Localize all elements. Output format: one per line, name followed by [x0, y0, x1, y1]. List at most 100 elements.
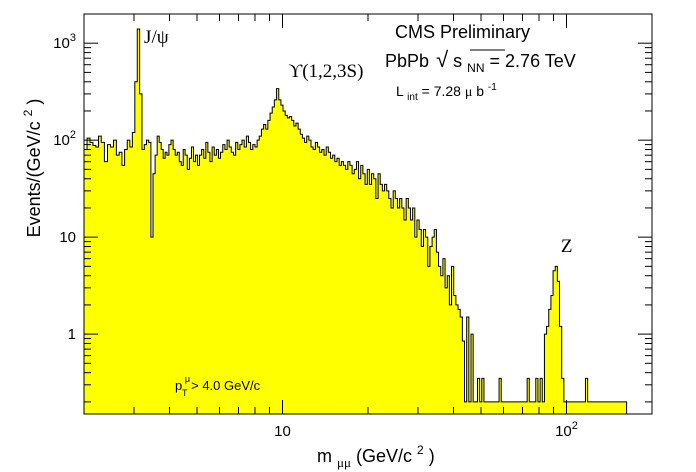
histogram-bin: [341, 161, 344, 414]
y-tick-label: 103: [53, 32, 76, 52]
histogram-bin: [241, 140, 245, 414]
histogram-bin: [514, 401, 517, 414]
histogram-bin: [272, 106, 275, 415]
histogram-bin: [416, 220, 420, 414]
histogram-bin: [343, 165, 347, 414]
histogram-bin: [349, 165, 353, 414]
system-label: PbPb √ s NN = 2.76 TeV: [385, 47, 576, 76]
histogram-bin: [391, 207, 394, 414]
histogram-bin: [265, 129, 269, 415]
histogram-bin: [600, 401, 604, 414]
histogram-bin: [382, 190, 385, 414]
histogram-bin: [334, 161, 338, 414]
histogram-bin: [581, 401, 584, 414]
lumi-b: b: [476, 83, 484, 99]
histogram-bin: [553, 270, 556, 414]
histogram-bin: [529, 401, 532, 414]
y-axis-title: Events/(GeV/c 2 ): [16, 99, 44, 238]
histogram-bin: [410, 220, 414, 414]
histogram-bin: [458, 309, 461, 414]
histogram-bin: [250, 149, 254, 414]
histogram-bin: [598, 401, 601, 414]
histogram-bin: [563, 401, 567, 414]
histogram-bin: [203, 158, 207, 414]
lumi-sub: int: [407, 92, 418, 103]
histogram-bin: [306, 136, 310, 414]
histogram-bin: [425, 237, 429, 414]
histogram-bin: [216, 149, 219, 414]
histogram-bin: [583, 401, 586, 414]
histogram-bin: [378, 173, 381, 414]
histogram-bin: [116, 155, 120, 414]
histogram-bin: [274, 99, 277, 415]
x-tick-base: 10: [555, 423, 572, 440]
histogram-bin: [302, 138, 305, 415]
histogram-bin: [546, 326, 550, 414]
histogram-bin: [533, 401, 537, 414]
histogram-bin: [419, 229, 422, 414]
histogram-bin: [212, 147, 215, 414]
histogram-bin: [283, 110, 286, 414]
cut-label: p μ T > 4.0 GeV/c: [175, 370, 261, 399]
histogram-bin: [527, 378, 530, 414]
histogram-bin: [113, 140, 117, 414]
chart-text: CMS Preliminary PbPb √ s NN = 2.76 TeV L…: [16, 22, 578, 471]
histogram-bin: [365, 184, 368, 414]
histogram-bin: [107, 144, 111, 414]
histogram-bin: [451, 266, 455, 414]
histogram-bin: [512, 401, 515, 414]
sqrt-s-sub: NN: [467, 61, 484, 75]
histogram-bin: [572, 401, 576, 414]
histogram-bin: [267, 120, 271, 415]
histogram-bin: [231, 152, 234, 414]
histogram-bin: [168, 144, 172, 414]
histogram-bin: [403, 220, 407, 414]
histogram-bin: [129, 147, 133, 414]
histogram-bin: [518, 401, 522, 414]
histogram-bin: [609, 401, 612, 414]
histogram-bin: [254, 147, 258, 414]
histogram-bin: [124, 149, 128, 414]
histogram-bin: [622, 401, 625, 414]
histogram-bin: [148, 142, 152, 414]
histogram-bin: [246, 136, 249, 414]
y-tick-exponent: 3: [70, 32, 76, 44]
histogram-bin: [201, 149, 205, 414]
histogram-bin: [315, 142, 318, 414]
histogram-bin: [520, 401, 524, 414]
histogram-bin: [423, 229, 426, 414]
histogram-bin: [473, 401, 476, 414]
x-axis-title: m μμ (GeV/c 2 ): [317, 438, 435, 471]
histogram-bin: [261, 129, 265, 415]
chart-title: CMS Preliminary: [395, 22, 530, 42]
histogram-bin: [146, 140, 150, 414]
histogram-bin: [259, 136, 262, 414]
cut-p-sub: T: [182, 388, 188, 398]
histogram-bin: [375, 198, 379, 414]
histogram-bin: [220, 152, 224, 414]
histogram-bin: [239, 144, 243, 414]
histogram-bin: [181, 165, 184, 414]
histogram-bin: [509, 401, 513, 414]
histogram-bin: [298, 129, 301, 415]
histogram-bin: [449, 304, 452, 414]
x-title-text: (GeV/c: [356, 446, 412, 466]
histogram-bin: [209, 161, 213, 414]
histogram-bin: [371, 173, 375, 414]
histogram-bin: [326, 147, 329, 414]
histogram-bin: [193, 161, 196, 414]
histogram-bin: [576, 401, 580, 414]
histogram-bin: [199, 155, 203, 414]
y-tick-label: 102: [53, 129, 76, 149]
histogram-bin: [227, 140, 230, 414]
histogram-bin: [356, 161, 359, 414]
histogram-bin: [607, 401, 610, 414]
histogram-bin: [594, 401, 597, 414]
lumi-value: = 7.28: [422, 83, 465, 99]
histogram-bin: [287, 117, 290, 414]
histogram-bin: [224, 149, 228, 414]
histogram-bin: [453, 295, 457, 414]
histogram-bin: [127, 140, 131, 414]
histogram-bin: [205, 142, 209, 414]
